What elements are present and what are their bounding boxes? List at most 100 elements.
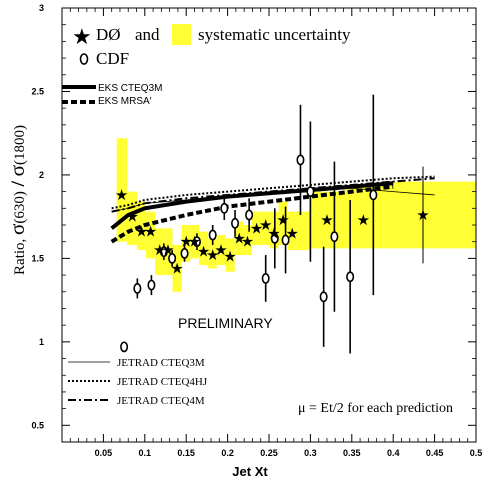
d0-point: ★: [250, 219, 263, 237]
syst-band: [393, 181, 476, 249]
curve-eks-cteq3m: [110, 181, 394, 230]
x-tick-label: 0.1: [139, 448, 152, 458]
x-tick-label: 0.15: [177, 448, 195, 458]
syst-band: [136, 201, 147, 251]
y-axis-sigma-2: σ: [5, 165, 29, 176]
data-points: ★★★★★★★★★★★★★★★★★★★★★ ★ ★: [115, 94, 430, 354]
syst-band: [199, 231, 209, 266]
x-tick-label: 0.3: [304, 448, 317, 458]
d0-point: ★: [276, 211, 289, 229]
and-legend-label: and: [135, 25, 160, 44]
y-tick-label: 3: [39, 3, 44, 13]
syst-band: [252, 211, 262, 246]
jetrad-cteq4m-legend-label: JETRAD CTEQ4M: [117, 395, 205, 407]
syst-band: [345, 184, 394, 249]
syst-band: [181, 225, 191, 262]
cdf-point: [231, 217, 240, 229]
cdf-point: [147, 279, 156, 291]
x-tick-label: 0.35: [343, 448, 361, 458]
d0-point: ★: [416, 206, 429, 224]
y-axis-label-prefix: Ratio,: [12, 235, 28, 275]
d0-point: ★: [206, 246, 219, 264]
d0-legend-marker: ★: [72, 24, 92, 49]
syst-band: [146, 211, 156, 259]
cdf-point: [180, 247, 189, 259]
d0-point: ★: [144, 223, 157, 241]
d0-point: ★: [115, 186, 128, 204]
cdf-point: [369, 189, 378, 201]
y-tick-label: 2.5: [31, 86, 44, 96]
d0-point: ★: [259, 216, 272, 234]
x-tick-label: 0.4: [387, 448, 400, 458]
y-axis-sigma-1: σ: [5, 224, 29, 235]
cdf-point: [220, 202, 229, 214]
d0-point: ★: [223, 248, 236, 266]
d0-point: ★: [285, 224, 298, 242]
cdf-point: [168, 252, 177, 264]
x-tick-label: 0.05: [95, 448, 113, 458]
syst-band: [261, 211, 270, 246]
cdf-legend-label: CDF: [96, 49, 129, 68]
cdf-point: [346, 271, 355, 283]
syst-legend-swatch: [172, 24, 191, 45]
x-tick-label: 0.25: [260, 448, 278, 458]
d0-point: ★: [188, 233, 201, 251]
syst-band: [163, 228, 173, 276]
syst-band: [234, 221, 244, 256]
syst-band: [155, 228, 164, 276]
syst-legend-label: systematic uncertainty: [198, 25, 351, 44]
cdf-point: [159, 246, 168, 258]
axes: 0.05 0.1 0.15 0.2 0.25 0.3 0.35 0.4 0.45 0.5 0.5 1 1…: [31, 3, 482, 458]
cdf-point: [192, 236, 201, 248]
cdf-point: [281, 234, 290, 246]
y-tick-label: 0.5: [31, 420, 44, 430]
cdf-point: [330, 231, 339, 243]
y-axis-label-1800: (1800): [12, 125, 28, 165]
legend: ★ DØ and systematic uncertainty CDF EKS …: [62, 24, 351, 407]
y-axis-label: Ratio, σ(630) / σ(1800): [5, 125, 29, 275]
d0-point: ★: [320, 211, 333, 229]
syst-band: [216, 235, 226, 266]
eks-cteq3m-legend-label: EKS CTEQ3M: [98, 83, 162, 94]
preliminary-label: PRELIMINARY: [178, 315, 273, 331]
y-tick-label: 1: [39, 337, 44, 347]
d0-legend-label: DØ: [96, 25, 121, 44]
jetrad-cteq4hj-legend-label: JETRAD CTEQ4HJ: [117, 376, 208, 388]
d0-point: ★: [214, 241, 227, 259]
x-tick-label: 0.5: [470, 448, 483, 458]
syst-band: [243, 225, 253, 256]
syst-band: [126, 191, 137, 246]
d0-point: ★: [241, 233, 254, 251]
cdf-point: [208, 229, 217, 241]
d0-point: ★: [267, 224, 280, 242]
eks-mrsa-legend-label: EKS MRSA′: [98, 96, 152, 107]
cdf-point: [270, 232, 279, 244]
y-tick-label: 1.5: [31, 253, 44, 263]
cdf-point: [261, 273, 270, 284]
x-tick-label: 0.45: [426, 448, 444, 458]
d0-point: ★: [126, 208, 139, 226]
cdf-point: [245, 209, 254, 221]
syst-band: [309, 191, 346, 249]
y-axis-label-630: (630): [12, 191, 28, 224]
cdf-point: [306, 186, 315, 198]
syst-band: [225, 238, 235, 272]
d0-point: ★: [232, 229, 245, 247]
d0-point: ★: [197, 243, 210, 261]
cdf-point: [120, 341, 129, 353]
y-axis-slash: /: [8, 176, 29, 191]
syst-band: [208, 238, 217, 269]
x-axis-label: Jet Xt: [232, 464, 268, 479]
curve-jetrad-cteq4hj: [111, 175, 435, 210]
cdf-point: [296, 154, 305, 166]
mu-note: μ = Et/2 for each prediction: [298, 401, 453, 416]
systematic-uncertainty-bands: [116, 138, 476, 292]
syst-band: [116, 138, 127, 242]
y-tick-label: 2: [39, 170, 44, 180]
d0-point: ★: [179, 233, 192, 251]
cdf-legend-marker: [79, 53, 89, 65]
d0-point: ★: [135, 223, 148, 241]
syst-band: [287, 211, 310, 251]
jetrad-cteq3m-legend-label: JETRAD CTEQ3M: [117, 357, 205, 369]
d0-point: ★: [161, 241, 174, 259]
